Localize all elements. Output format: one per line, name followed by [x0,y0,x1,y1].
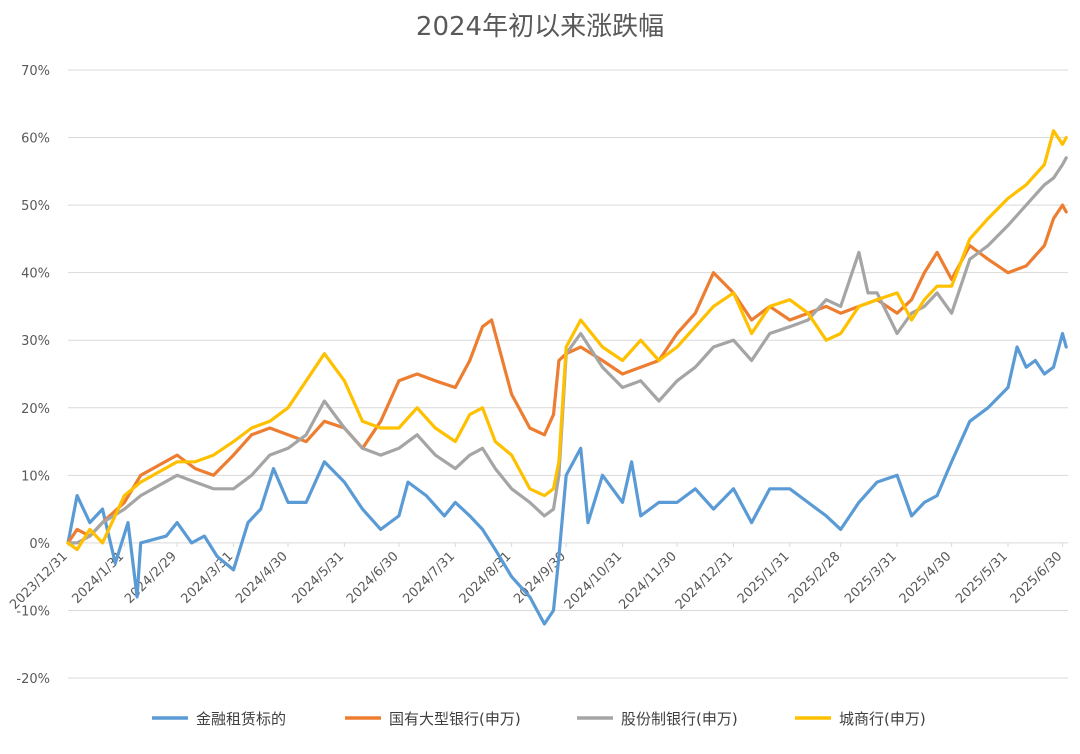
x-tick-label: 2024/4/30 [233,549,291,607]
legend-label: 金融租赁标的 [196,710,286,728]
series-line-3 [66,156,1068,545]
x-tick-label: 2025/4/30 [897,549,955,607]
legend-label: 股份制银行(申万) [621,710,738,728]
x-tick-label: 2023/12/31 [7,549,71,613]
x-tick-label: 2024/12/31 [673,549,737,613]
y-tick-label: 0% [29,537,50,552]
legend-label: 国有大型银行(申万) [389,710,521,728]
x-tick-label: 2024/6/30 [344,549,402,607]
y-tick-label: 10% [21,469,50,484]
chart-title: 2024年初以来涨跌幅 [415,12,665,42]
x-tick-label: 2024/10/31 [562,549,626,613]
series-line-1 [66,331,1068,626]
y-tick-label: 60% [21,132,50,147]
x-tick-label: 2025/3/31 [842,549,900,607]
series-line-4 [66,129,1068,552]
y-tick-label: 20% [21,402,50,417]
x-tick-label: 2025/5/31 [953,549,1011,607]
x-tick-label: 2025/1/31 [735,549,793,607]
x-tick-label: 2024/11/30 [616,549,680,613]
y-tick-label: -10% [16,604,50,619]
x-tick-label: 2024/3/31 [179,549,237,607]
x-tick-label: 2024/5/31 [289,549,347,607]
y-tick-label: 40% [21,267,50,282]
x-tick-label: 2025/2/28 [786,549,844,607]
y-tick-label: 50% [21,199,50,214]
y-tick-label: -20% [16,672,50,687]
y-tick-label: 30% [21,334,50,349]
y-tick-label: 70% [21,64,50,79]
x-tick-label: 2024/8/31 [457,549,515,607]
series-line-2 [66,203,1068,545]
x-tick-label: 2025/6/30 [1008,549,1066,607]
x-tick-label: 2024/7/31 [400,549,458,607]
legend-label: 城商行(申万) [839,710,926,728]
